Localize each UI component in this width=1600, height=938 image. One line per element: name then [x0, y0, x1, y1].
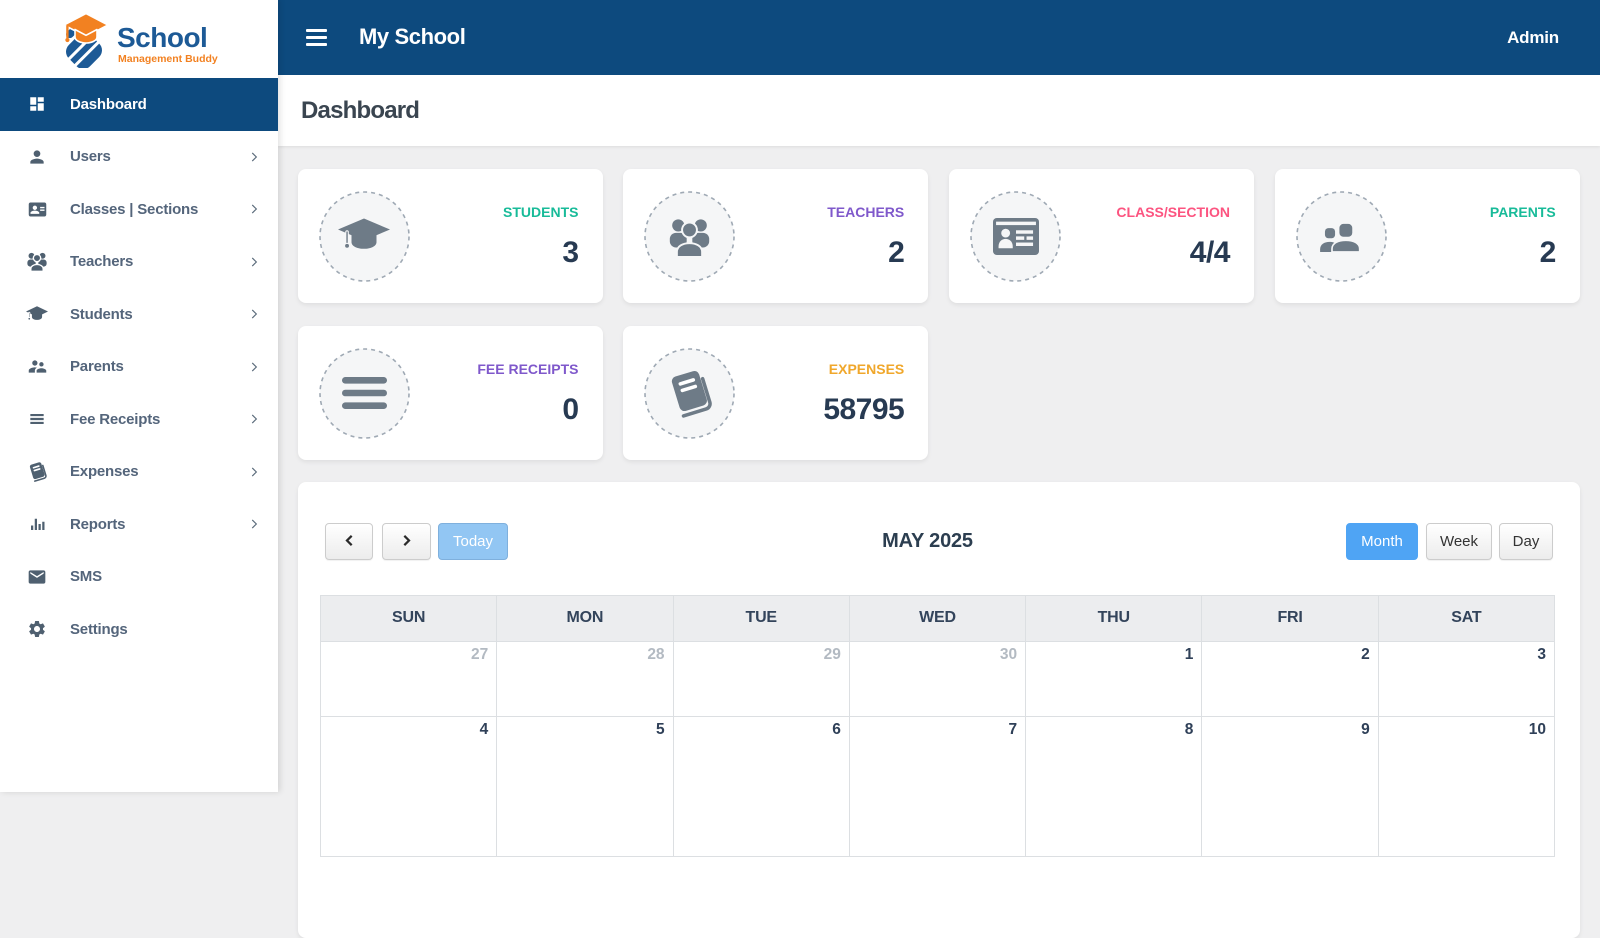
- svg-text:School: School: [117, 22, 207, 53]
- svg-text:Management Buddy: Management Buddy: [118, 53, 218, 65]
